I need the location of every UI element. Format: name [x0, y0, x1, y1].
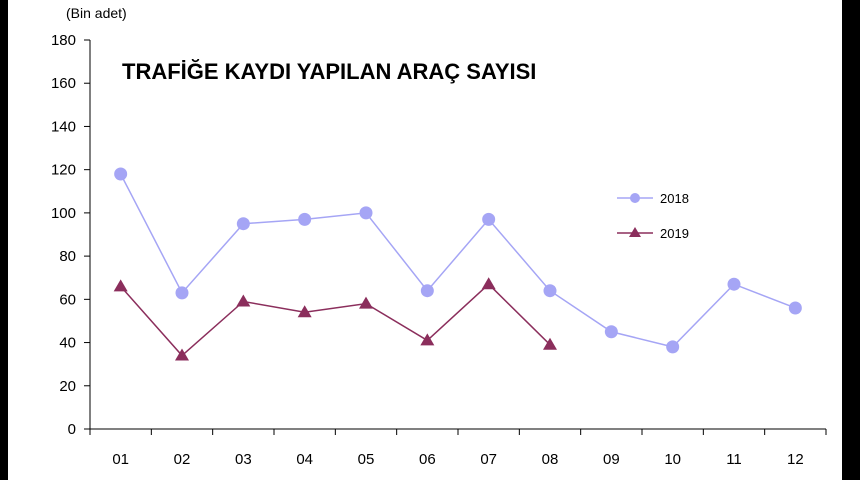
x-tick-label: 06 [419, 451, 436, 468]
y-tick-label: 140 [51, 118, 76, 135]
x-tick-label: 04 [296, 451, 313, 468]
x-tick-label: 02 [174, 451, 191, 468]
line-chart: (Bin adet) TRAFİĞE KAYDI YAPILAN ARAÇ SA… [51, 5, 827, 468]
y-tick-label: 160 [51, 75, 76, 92]
data-point-2018-10 [666, 340, 680, 354]
data-point-2018-01 [114, 167, 128, 181]
series-line-2018 [120, 173, 796, 348]
data-point-2018-09 [604, 325, 618, 339]
data-point-2018-07 [482, 212, 496, 226]
x-tick-label: 07 [480, 451, 497, 468]
data-point-2019-05 [359, 296, 373, 309]
y-tick-label: 120 [51, 162, 76, 179]
x-tick-label: 08 [542, 451, 559, 468]
data-point-2018-03 [236, 217, 250, 231]
y-tick-label: 20 [59, 378, 76, 395]
data-point-2019-01 [113, 279, 128, 292]
x-axis-ticks: 01 02 03 04 05 06 07 08 09 10 11 12 [89, 429, 827, 468]
data-point-2018-05 [359, 206, 373, 220]
unit-label: (Bin adet) [66, 5, 127, 21]
y-tick-label: 40 [59, 335, 76, 352]
x-tick-label: 09 [603, 451, 620, 468]
series-line-2019 [120, 283, 551, 357]
legend-label-2018: 2018 [660, 191, 689, 206]
data-point-2019-07 [481, 277, 496, 290]
x-tick-label: 11 [726, 451, 742, 468]
legend-label-2019: 2019 [660, 226, 689, 241]
data-point-2019-04 [297, 305, 312, 318]
data-point-2018-02 [175, 286, 189, 300]
y-tick-label: 60 [59, 291, 76, 308]
y-tick-label: 0 [68, 421, 76, 438]
series-layer [113, 167, 802, 361]
legend: 2018 2019 [617, 191, 689, 241]
y-tick-label: 180 [51, 32, 76, 49]
x-tick-label: 10 [664, 451, 681, 468]
x-tick-label: 12 [787, 451, 804, 468]
y-axis-ticks: 0 20 40 60 80 100 120 140 160 180 [51, 32, 90, 438]
x-tick-label: 03 [235, 451, 252, 468]
y-tick-label: 80 [59, 248, 76, 265]
legend-marker-2018 [630, 193, 640, 203]
chart-title: TRAFİĞE KAYDI YAPILAN ARAÇ SAYISI [122, 59, 536, 84]
data-point-2018-06 [420, 284, 434, 298]
data-point-2019-08 [543, 337, 557, 350]
data-point-2018-04 [298, 212, 312, 226]
y-tick-label: 100 [51, 205, 76, 222]
x-tick-label: 01 [112, 451, 129, 468]
data-point-2019-03 [236, 294, 251, 307]
legend-marker-2019 [629, 227, 641, 237]
data-point-2018-08 [543, 284, 557, 298]
chart-frame: (Bin adet) TRAFİĞE KAYDI YAPILAN ARAÇ SA… [8, 0, 842, 480]
data-point-2019-02 [175, 348, 189, 361]
x-tick-label: 05 [358, 451, 375, 468]
data-point-2019-06 [420, 333, 435, 346]
data-point-2018-11 [727, 277, 741, 291]
data-point-2018-12 [788, 301, 802, 315]
